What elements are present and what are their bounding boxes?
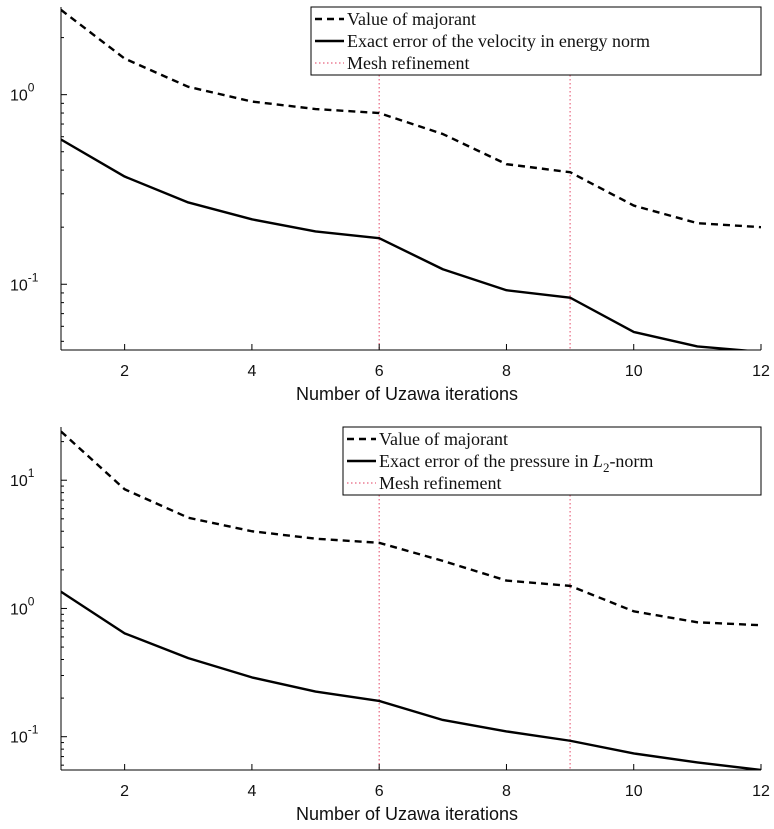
- y-tick-exponent: 0: [28, 594, 35, 608]
- x-tick-label: 4: [247, 363, 256, 380]
- exact-error-series-line: [61, 590, 761, 770]
- x-tick-label: 12: [752, 783, 770, 800]
- x-tick-label: 8: [502, 363, 511, 380]
- majorant-series-line: [61, 8, 761, 229]
- velocity-error-chart: 2 4 6 8 10 12 10-1 100 Number of Uzawa iteration…: [10, 6, 770, 404]
- x-axis-label: Number of Uzawa iterations: [296, 384, 518, 404]
- x-tick-label: 12: [752, 363, 770, 380]
- majorant-series-line: [61, 430, 761, 627]
- x-tick-label: 6: [375, 783, 384, 800]
- legend-subscript: 2: [603, 460, 610, 475]
- y-tick-label: 10-1: [10, 270, 39, 294]
- legend-text-part: -norm: [609, 451, 653, 471]
- x-tick-label: 10: [625, 363, 643, 380]
- y-tick-exponent: -1: [28, 723, 39, 737]
- y-tick-label: 10-1: [10, 723, 39, 747]
- legend-box: [342, 426, 762, 496]
- y-tick-exponent: 0: [28, 81, 35, 95]
- y-tick-exponent: 1: [28, 466, 35, 480]
- legend-label: Mesh refinement: [347, 53, 469, 73]
- y-tick-label: 101: [10, 466, 35, 490]
- x-tick-label: 2: [120, 783, 129, 800]
- legend-label: Value of majorant: [379, 429, 508, 449]
- legend-label: Value of majorant: [347, 9, 476, 29]
- y-tick-exponent: -1: [28, 270, 39, 284]
- x-tick-label: 8: [502, 783, 511, 800]
- x-tick-label: 2: [120, 363, 129, 380]
- x-tick-label: 6: [375, 363, 384, 380]
- x-tick-label: 4: [247, 783, 256, 800]
- y-tick-label: 100: [10, 81, 35, 105]
- legend-label: Mesh refinement: [379, 473, 501, 493]
- legend-label: Exact error of the pressure in L2-norm: [379, 451, 653, 475]
- x-axis-label: Number of Uzawa iterations: [296, 804, 518, 824]
- y-tick-label: 100: [10, 594, 35, 618]
- legend-symbol: L: [592, 451, 603, 471]
- legend-box: [310, 6, 762, 76]
- legend-label: Exact error of the velocity in energy no…: [347, 31, 650, 51]
- exact-error-series-line: [61, 138, 754, 350]
- legend-text-part: Exact error of the pressure in: [379, 451, 593, 471]
- x-tick-label: 10: [625, 783, 643, 800]
